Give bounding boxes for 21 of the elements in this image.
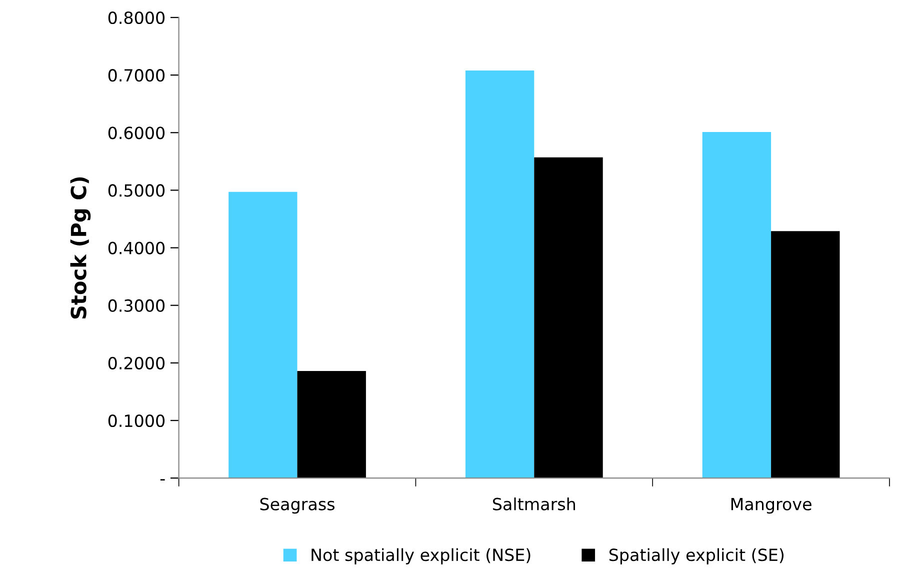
y-tick-label: 0.7000	[108, 69, 165, 82]
y-tick-label: 0.4000	[108, 242, 165, 254]
legend-label: Not spatially explicit (NSE)	[312, 548, 530, 564]
x-tick-label: Seagrass	[260, 498, 334, 514]
bar	[297, 370, 366, 478]
y-tick-label: 0.1000	[108, 414, 165, 428]
y-tick-label: 0.3000	[108, 299, 165, 312]
y-tick-label: 0.6000	[108, 126, 165, 140]
x-tick-label: Saltmarsh	[493, 498, 575, 510]
x-tick-label: Mangrove	[731, 498, 812, 514]
bar	[702, 132, 772, 478]
bar	[771, 231, 840, 478]
legend-label: Spatially explicit (SE)	[609, 548, 784, 564]
y-tick-label: -	[160, 479, 165, 480]
bar	[228, 192, 298, 478]
y-tick-label: 0.5000	[108, 184, 165, 197]
bar	[465, 70, 534, 478]
y-tick-label: 0.2000	[108, 356, 165, 370]
bar	[534, 157, 603, 478]
y-axis-title: Stock (Pg C)	[70, 177, 91, 319]
y-tick-label: 0.8000	[108, 11, 165, 24]
